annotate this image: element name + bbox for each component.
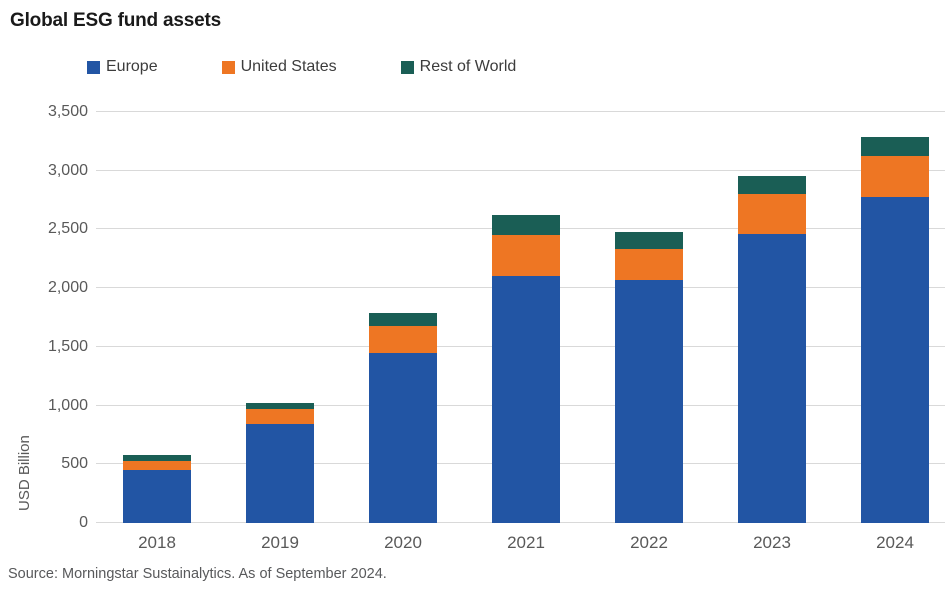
bar-segment-europe-2023 bbox=[738, 233, 806, 523]
x-tick-label-2022: 2022 bbox=[630, 533, 668, 552]
bar-segment-united-states-2019 bbox=[246, 409, 314, 425]
legend-label-europe: Europe bbox=[106, 58, 158, 75]
bar-segment-rest-of-world-2022 bbox=[615, 231, 683, 250]
x-tick-label-2023: 2023 bbox=[753, 533, 791, 552]
x-tick-label-2018: 2018 bbox=[138, 533, 176, 552]
x-tick-label-2024: 2024 bbox=[876, 533, 914, 552]
y-tick-label: 1,000 bbox=[47, 396, 88, 414]
y-tick-label: 500 bbox=[61, 455, 88, 473]
bar-segment-rest-of-world-2024 bbox=[861, 136, 929, 157]
bar-segment-europe-2019 bbox=[246, 424, 314, 523]
bar-segment-rest-of-world-2023 bbox=[738, 176, 806, 194]
bar-2022 bbox=[615, 231, 683, 523]
page-title: Global ESG fund assets bbox=[10, 10, 221, 31]
plot-area bbox=[96, 111, 945, 523]
bar-segment-united-states-2023 bbox=[738, 193, 806, 234]
bar-segment-united-states-2018 bbox=[123, 460, 191, 471]
bar-segment-europe-2022 bbox=[615, 279, 683, 523]
bar-segment-united-states-2021 bbox=[492, 234, 560, 277]
y-tick-label: 3,000 bbox=[47, 161, 88, 179]
bar-segment-united-states-2024 bbox=[861, 156, 929, 197]
legend-swatch-united-states-icon bbox=[221, 60, 235, 74]
source-note: Source: Morningstar Sustainalytics. As o… bbox=[8, 566, 387, 582]
bar-segment-rest-of-world-2020 bbox=[369, 312, 437, 326]
legend: Europe United States Rest of World bbox=[87, 58, 516, 76]
grid-line bbox=[96, 169, 945, 171]
y-tick-label: 1,500 bbox=[47, 337, 88, 355]
bar-segment-rest-of-world-2018 bbox=[123, 454, 191, 461]
x-tick-label-2020: 2020 bbox=[384, 533, 422, 552]
legend-label-united-states: United States bbox=[240, 58, 337, 75]
bar-segment-europe-2021 bbox=[492, 276, 560, 523]
y-tick-label: 0 bbox=[79, 514, 88, 531]
y-tick-label: 3,500 bbox=[47, 103, 88, 120]
y-tick-label: 2,000 bbox=[47, 279, 88, 297]
y-tick-label: 2,500 bbox=[47, 220, 88, 238]
bar-segment-europe-2018 bbox=[123, 470, 191, 523]
legend-swatch-rest-of-world-icon bbox=[400, 60, 414, 74]
grid-line bbox=[96, 111, 945, 112]
bar-segment-europe-2020 bbox=[369, 352, 437, 523]
bar-2018 bbox=[123, 454, 191, 523]
legend-item-united-states: United States bbox=[221, 58, 337, 76]
bar-2021 bbox=[492, 214, 560, 523]
legend-item-rest-of-world: Rest of World bbox=[400, 58, 517, 76]
bar-segment-united-states-2020 bbox=[369, 325, 437, 353]
legend-label-rest-of-world: Rest of World bbox=[419, 58, 517, 75]
bar-segment-rest-of-world-2019 bbox=[246, 402, 314, 410]
bar-2023 bbox=[738, 176, 806, 523]
bar-segment-rest-of-world-2021 bbox=[492, 214, 560, 235]
bar-2020 bbox=[369, 312, 437, 523]
y-axis-title: USD Billion bbox=[16, 435, 33, 511]
x-tick-label-2019: 2019 bbox=[261, 533, 299, 552]
bar-segment-united-states-2022 bbox=[615, 249, 683, 280]
bar-2024 bbox=[861, 136, 929, 523]
legend-item-europe: Europe bbox=[87, 58, 158, 76]
bar-2019 bbox=[246, 402, 314, 523]
legend-swatch-europe-icon bbox=[87, 60, 100, 74]
x-tick-label-2021: 2021 bbox=[507, 533, 545, 552]
bar-segment-europe-2024 bbox=[861, 196, 929, 523]
